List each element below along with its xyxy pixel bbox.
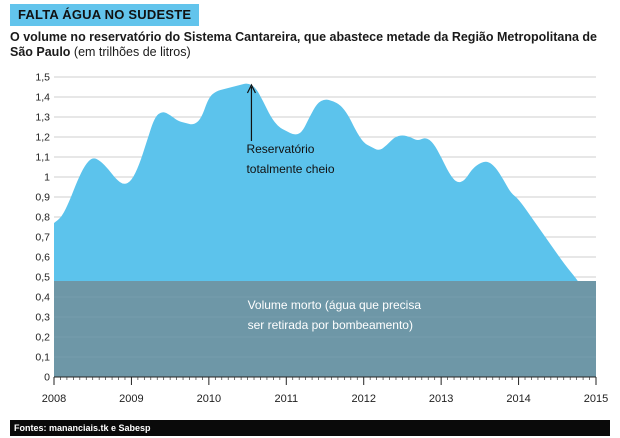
y-tick-label: 0,2: [35, 332, 50, 344]
x-tick-label: 2010: [197, 393, 221, 405]
y-tick-label: 1,4: [35, 92, 50, 104]
y-tick-label: 1,3: [35, 112, 50, 124]
dead-volume-label-line1: Volume morto (água que precisa: [248, 298, 422, 312]
y-tick-label: 0,4: [35, 292, 50, 304]
x-tick-label: 2014: [506, 393, 530, 405]
y-tick-label: 0,3: [35, 312, 50, 324]
y-tick-label: 0,5: [35, 272, 50, 284]
x-tick-label: 2013: [429, 393, 453, 405]
y-tick-label: 1: [44, 172, 50, 184]
chart-tag: FALTA ÁGUA NO SUDESTE: [10, 4, 200, 26]
y-tick-label: 0: [44, 372, 50, 384]
peak-arrow-head: [246, 83, 256, 94]
y-tick-label: 1,1: [35, 152, 50, 164]
peak-annotation-line2: totalmente cheio: [246, 162, 334, 176]
y-tick-label: 0,9: [35, 192, 50, 204]
x-tick-label: 2015: [584, 393, 608, 405]
x-tick-label: 2012: [351, 393, 375, 405]
peak-annotation-line1: Reservatório: [246, 142, 314, 156]
source-footer: Fontes: mananciais.tk e Sabesp: [10, 420, 610, 436]
subtitle-unit: (em trilhões de litros): [73, 45, 191, 59]
y-tick-label: 0,7: [35, 232, 50, 244]
y-tick-label: 0,6: [35, 252, 50, 264]
x-tick-label: 2008: [42, 393, 66, 405]
x-tick-label: 2011: [274, 393, 298, 405]
y-tick-label: 1,5: [35, 72, 50, 84]
chart-subtitle: O volume no reservatório do Sistema Cant…: [10, 30, 610, 60]
y-tick-label: 0,8: [35, 212, 50, 224]
subtitle-text: O volume no reservatório do Sistema Cant…: [10, 30, 597, 59]
y-tick-label: 0,1: [35, 352, 50, 364]
dead-volume-label-line2: ser retirada por bombeamento): [248, 318, 413, 332]
x-tick-label: 2009: [119, 393, 143, 405]
y-tick-label: 1,2: [35, 132, 50, 144]
